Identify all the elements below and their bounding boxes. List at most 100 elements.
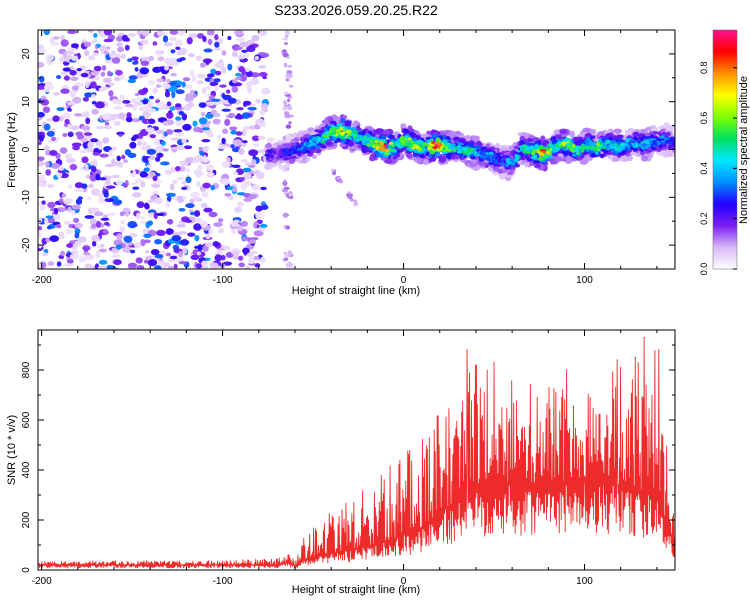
noise-blob (147, 259, 158, 267)
signal-blob (596, 131, 606, 137)
noise-blob (38, 61, 45, 68)
noise-blob (154, 239, 163, 245)
signal-blob (620, 146, 624, 150)
signal-blob (368, 147, 375, 151)
signal-blob (330, 168, 335, 172)
noise-blob (162, 35, 169, 43)
noise-blob (106, 265, 116, 269)
noise-blob (100, 217, 110, 221)
signal-blob (612, 144, 616, 148)
noise-blob (128, 233, 138, 238)
noise-blob (63, 220, 71, 225)
noise-blob (224, 118, 231, 126)
noise-blob (156, 31, 166, 36)
noise-blob (74, 222, 84, 229)
noise-blob (65, 228, 73, 235)
signal-blob (668, 137, 673, 142)
noise-blob (91, 223, 97, 229)
noise-blob (232, 256, 240, 260)
noise-blob (153, 265, 162, 269)
noise-blob (283, 62, 288, 68)
noise-blob (179, 239, 190, 246)
noise-blob (38, 180, 45, 187)
noise-blob (287, 64, 292, 68)
signal-blob (368, 155, 376, 162)
signal-blob (640, 155, 649, 162)
signal-blob (534, 140, 540, 145)
colorbar: 0.00.20.40.60.8 Normalized spectral ampl… (699, 29, 750, 275)
noise-blob (119, 94, 126, 101)
signal-blob (595, 151, 599, 155)
signal-blob (379, 145, 384, 149)
signal-blob (349, 198, 354, 202)
noise-blob (238, 255, 244, 261)
noise-blob (201, 157, 210, 163)
noise-blob (250, 103, 256, 108)
noise-blob (148, 55, 154, 61)
signal-blob (371, 138, 375, 143)
noise-blob (205, 86, 212, 90)
noise-blob (41, 200, 46, 205)
noise-blob (189, 198, 195, 204)
noise-blob (98, 177, 107, 181)
noise-blob (193, 155, 203, 163)
noise-blob (176, 176, 185, 181)
signal-blob (336, 131, 340, 134)
signal-blob (659, 135, 664, 139)
noise-blob (152, 175, 158, 182)
noise-blob (69, 66, 75, 71)
noise-blob (222, 128, 229, 135)
noise-blob (182, 247, 188, 255)
noise-blob (171, 148, 177, 153)
signal-blob (307, 127, 315, 132)
noise-blob (165, 78, 171, 83)
noise-blob (90, 71, 100, 76)
noise-blob (169, 255, 178, 260)
noise-blob (185, 84, 193, 89)
noise-blob (141, 141, 148, 146)
noise-blob (190, 254, 200, 260)
noise-blob (44, 83, 54, 91)
noise-blob (245, 265, 251, 269)
noise-blob (135, 257, 143, 264)
noise-blob (165, 129, 173, 135)
noise-blob (134, 101, 144, 107)
signal-blob (554, 143, 559, 148)
signal-blob (362, 140, 367, 143)
snr-peak-point (493, 361, 495, 364)
signal-blob (497, 158, 502, 163)
signal-blob (324, 136, 329, 140)
signal-blob (666, 141, 672, 144)
noise-blob (176, 223, 186, 228)
signal-blob (514, 158, 519, 162)
noise-blob (158, 106, 164, 111)
signal-blob (507, 171, 513, 176)
noise-blob (85, 117, 91, 125)
noise-blob (88, 55, 96, 61)
noise-blob (67, 101, 76, 106)
noise-blob (248, 125, 257, 130)
signal-blob (672, 137, 675, 141)
noise-blob (124, 211, 130, 217)
signal-blob (632, 131, 640, 137)
noise-blob (103, 125, 113, 130)
colorbar-gradient (713, 30, 737, 269)
noise-blob (111, 146, 117, 152)
noise-blob (174, 39, 183, 47)
noise-blob (195, 55, 203, 62)
noise-blob (47, 201, 56, 209)
noise-blob (175, 116, 182, 121)
signal-blob (619, 155, 628, 160)
signal-blob (447, 149, 452, 152)
noise-blob (64, 263, 74, 267)
noise-blob (38, 141, 42, 145)
noise-blob (53, 92, 61, 96)
noise-blob (105, 185, 116, 189)
noise-blob (169, 30, 179, 35)
noise-blob (84, 92, 93, 98)
noise-blob (93, 65, 102, 72)
noise-blob (251, 35, 260, 42)
noise-blob (241, 129, 247, 137)
signal-blob (648, 138, 654, 141)
